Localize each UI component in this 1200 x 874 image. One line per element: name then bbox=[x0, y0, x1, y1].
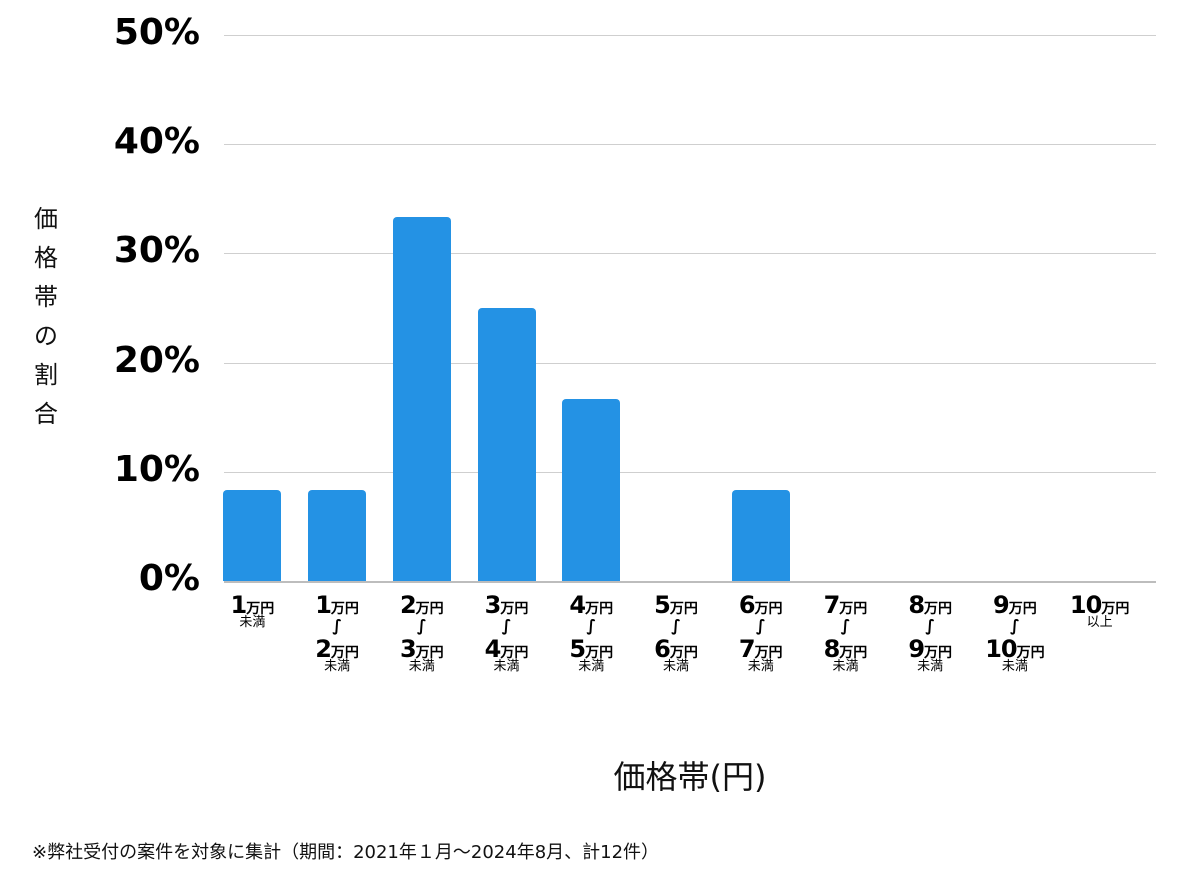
range-tilde-icon: ∫ bbox=[671, 616, 681, 635]
range-tilde-icon: ∫ bbox=[840, 616, 851, 635]
y-tick-label: 10% bbox=[113, 448, 200, 490]
y-axis-label-char: の bbox=[34, 322, 58, 350]
y-axis-label: 価格帯の割合 bbox=[28, 200, 64, 434]
x-tick-label: 8万円 ∫ 9万円 未満 bbox=[887, 593, 973, 675]
x-tick-label: 10万円 以上 bbox=[1069, 591, 1130, 630]
range-tilde-icon: ∫ bbox=[416, 616, 427, 635]
y-axis-label-char: 価 bbox=[34, 205, 58, 233]
x-tick-label: 3万円 ∫ 4万円 未満 bbox=[464, 593, 550, 675]
x-tick-label: 7万円 ∫ 8万円 未満 bbox=[802, 593, 888, 675]
x-axis-baseline bbox=[224, 581, 1156, 583]
bar[interactable] bbox=[562, 398, 621, 581]
y-tick-label: 50% bbox=[113, 12, 200, 53]
y-axis-label-char: 合 bbox=[34, 400, 58, 428]
x-tick-label: 1万円 未満 bbox=[230, 591, 275, 630]
x-tick-label: 6万円 ∫ 7万円 未満 bbox=[718, 593, 804, 675]
range-tilde-icon: ∫ bbox=[501, 616, 512, 635]
range-tilde-icon: ∫ bbox=[755, 616, 766, 635]
gridline bbox=[224, 144, 1156, 146]
y-axis-label-char: 割 bbox=[34, 361, 58, 389]
footnote: ※弊社受付の案件を対象に集計（期間：2021年１月〜2024年8月、計12件） bbox=[32, 842, 660, 863]
y-tick-label: 40% bbox=[113, 121, 200, 163]
gridline bbox=[224, 35, 1156, 36]
x-tick-label: 4万円 ∫ 5万円 未満 bbox=[548, 593, 634, 675]
range-tilde-icon: ∫ bbox=[586, 616, 597, 635]
gridline bbox=[224, 362, 1156, 364]
bar[interactable] bbox=[223, 490, 282, 581]
y-tick-label: 0% bbox=[138, 558, 200, 599]
range-tilde-icon: ∫ bbox=[332, 616, 342, 635]
x-axis-label: 価格帯(円) bbox=[613, 758, 767, 796]
y-tick-label: 20% bbox=[113, 339, 200, 381]
bar[interactable] bbox=[308, 490, 367, 581]
y-axis-label-char: 格 bbox=[34, 244, 58, 272]
range-tilde-icon: ∫ bbox=[925, 616, 936, 635]
y-axis-label-char: 帯 bbox=[34, 283, 58, 311]
y-tick-label: 30% bbox=[113, 230, 200, 272]
gridline bbox=[224, 253, 1156, 255]
bar[interactable] bbox=[731, 490, 790, 581]
x-tick-label: 9万円 ∫ 10万円 未満 bbox=[972, 593, 1058, 675]
gridline bbox=[224, 471, 1156, 473]
bar[interactable] bbox=[477, 308, 536, 581]
bar[interactable] bbox=[392, 217, 451, 581]
x-tick-label: 2万円 ∫ 3万円 未満 bbox=[379, 593, 465, 675]
x-tick-label: 5万円 ∫ 6万円 未満 bbox=[633, 593, 719, 675]
x-tick-label: 1万円 ∫ 2万円 未満 bbox=[294, 593, 380, 675]
range-tilde-icon: ∫ bbox=[1010, 616, 1020, 635]
